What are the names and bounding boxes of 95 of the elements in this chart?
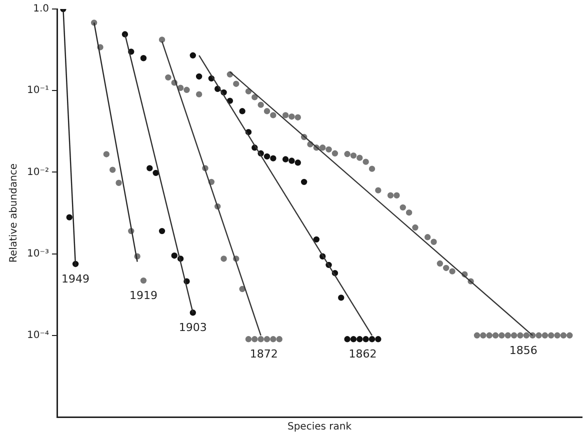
point [196,91,202,98]
point [171,252,178,259]
point [486,332,492,338]
point [276,336,282,342]
point [233,80,240,87]
point [523,332,530,338]
point [264,108,270,114]
series-label: 1903 [178,321,207,334]
point [548,332,554,338]
point [338,294,344,301]
point [350,152,357,159]
point [66,214,72,220]
point [270,155,276,162]
y-tick-label: 10⁻¹ [26,85,50,96]
x-axis-title: Species rank [287,422,352,433]
point [412,224,418,231]
point [492,332,499,338]
point [443,264,450,272]
point [158,36,166,43]
point [362,336,369,342]
point [356,336,363,342]
point [146,165,153,172]
point [387,192,394,198]
point [245,336,252,342]
point [239,108,246,114]
point [332,150,338,156]
point [504,332,511,338]
point [140,277,147,284]
point [270,336,276,342]
point [326,146,332,153]
point [498,332,505,338]
point [288,158,295,164]
point [474,332,480,338]
point [560,332,567,338]
point [258,102,264,108]
point [190,52,196,58]
point [282,156,289,162]
y-tick-label: 10⁻³ [26,248,50,260]
point [406,209,412,216]
point [344,336,350,342]
series-label: 1919 [129,288,158,302]
point [177,84,184,91]
point [300,178,308,186]
point [140,55,147,62]
point [110,166,116,173]
point [449,268,456,274]
series-label: 1862 [348,347,377,360]
point [362,158,369,165]
point [554,332,560,338]
series-label: 1872 [250,347,278,360]
point [319,144,326,151]
point [103,151,110,158]
point [184,86,190,93]
point [356,154,363,161]
point [258,336,264,342]
point [480,332,486,338]
point [252,94,258,100]
y-tick-label: 10⁻² [26,166,50,178]
point [542,332,548,338]
point [288,114,295,120]
y-axis-title: Relative abundance [8,163,20,263]
point [394,192,400,198]
point [264,153,270,160]
point [400,204,406,211]
point [270,112,276,118]
point [313,236,320,243]
series-label: 1949 [62,272,90,286]
point [368,166,376,172]
point [152,170,159,176]
point [436,260,444,267]
point [282,112,289,118]
y-tick-label: 10⁻⁴ [26,330,50,341]
point [375,187,382,194]
point [239,286,246,292]
point [368,336,376,342]
point [294,160,301,166]
point [294,114,301,120]
point [375,336,382,342]
point [264,336,270,342]
point [536,332,542,338]
point [158,228,166,234]
point [220,256,227,262]
point [517,332,524,338]
point [510,332,518,338]
point [252,336,258,342]
series-label: 1856 [509,344,538,357]
y-tick-label: 1.0 [33,4,50,15]
point [165,74,172,81]
point [350,336,357,342]
point [196,73,202,80]
point [344,150,350,158]
point [430,238,437,245]
point [424,234,431,240]
point [566,332,573,338]
point [116,180,122,186]
